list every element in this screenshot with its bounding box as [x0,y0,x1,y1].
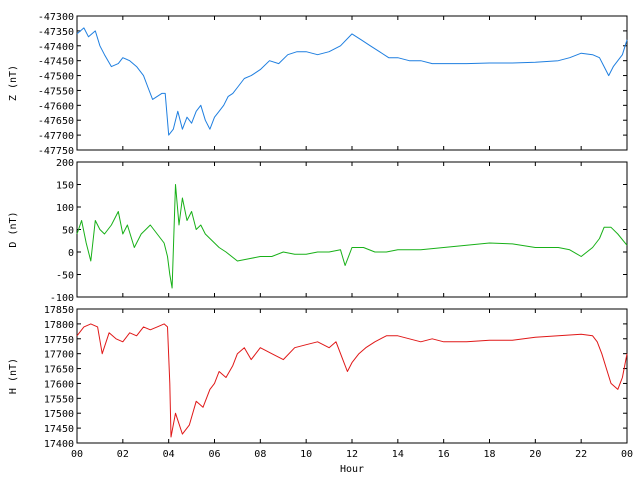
y-axis-label-d: D (nT) [8,211,19,247]
y-axis-label-z: Z (nT) [8,65,19,101]
series-line-d [76,184,628,289]
y-axis-label-h: H (nT) [8,358,19,394]
y-tick-label-z: -47550 [38,86,74,97]
panel-d: 200 150 100 50 0 -50 -100 D (nT) [8,158,628,304]
x-tick-label: 00 [71,449,83,460]
x-tick-label: 06 [208,449,220,460]
y-tick-label-d: -100 [50,293,74,304]
y-tick-label-z: -47400 [38,42,74,53]
y-tick-label-h: 17850 [44,305,74,316]
y-tick-label-z: -47350 [38,27,74,38]
plot-frame-z [76,15,628,151]
y-tick-label-z: -47700 [38,131,74,142]
y-tick-label-h: 17800 [44,320,74,331]
y-tick-label-d: 200 [56,158,74,169]
x-tick-label: 04 [163,449,175,460]
y-tick-label-h: 17400 [44,439,74,450]
x-tick-label: 00 [621,449,633,460]
x-tick-label: 10 [300,449,312,460]
y-tick-label-z: -47500 [38,72,74,83]
x-tick-label: 18 [483,449,495,460]
y-tick-label-z: -47450 [38,57,74,68]
x-tick-label: 14 [392,449,404,460]
x-tick-label: 20 [529,449,541,460]
y-tick-label-z: -47600 [38,101,74,112]
x-tick-label: 02 [117,449,129,460]
y-tick-label-h: 17650 [44,365,74,376]
y-tick-label-h: 17450 [44,424,74,435]
y-tick-label-d: 150 [56,181,74,192]
y-tick-label-z: -47650 [38,116,74,127]
y-tick-label-z: -47750 [38,146,74,157]
y-tick-label-h: 17600 [44,379,74,390]
y-tick-label-d: -50 [56,271,74,282]
x-axis-label: Hour [340,464,364,475]
series-line-z [76,27,628,136]
y-tick-label-d: 100 [56,203,74,214]
panel-h: 17850 17800 17750 17700 17650 17600 17550 17500… [8,305,633,475]
y-tick-label-d: 0 [68,248,74,259]
plot-frame-d [76,161,628,298]
y-tick-label-h: 17750 [44,335,74,346]
x-tick-label: 12 [346,449,358,460]
x-tick-label: 08 [254,449,266,460]
y-tick-label-h: 17550 [44,394,74,405]
y-tick-label-d: 50 [62,226,74,237]
x-tick-label: 22 [575,449,587,460]
panel-z: -47300 -47350 -47400 -47450 -47500 -47550 -476… [8,12,628,157]
x-tick-label: 16 [438,449,450,460]
y-tick-label-h: 17500 [44,409,74,420]
series-line-h [76,323,628,438]
y-tick-label-z: -47300 [38,12,74,23]
y-tick-label-h: 17700 [44,350,74,361]
plot-frame-h [76,308,628,444]
